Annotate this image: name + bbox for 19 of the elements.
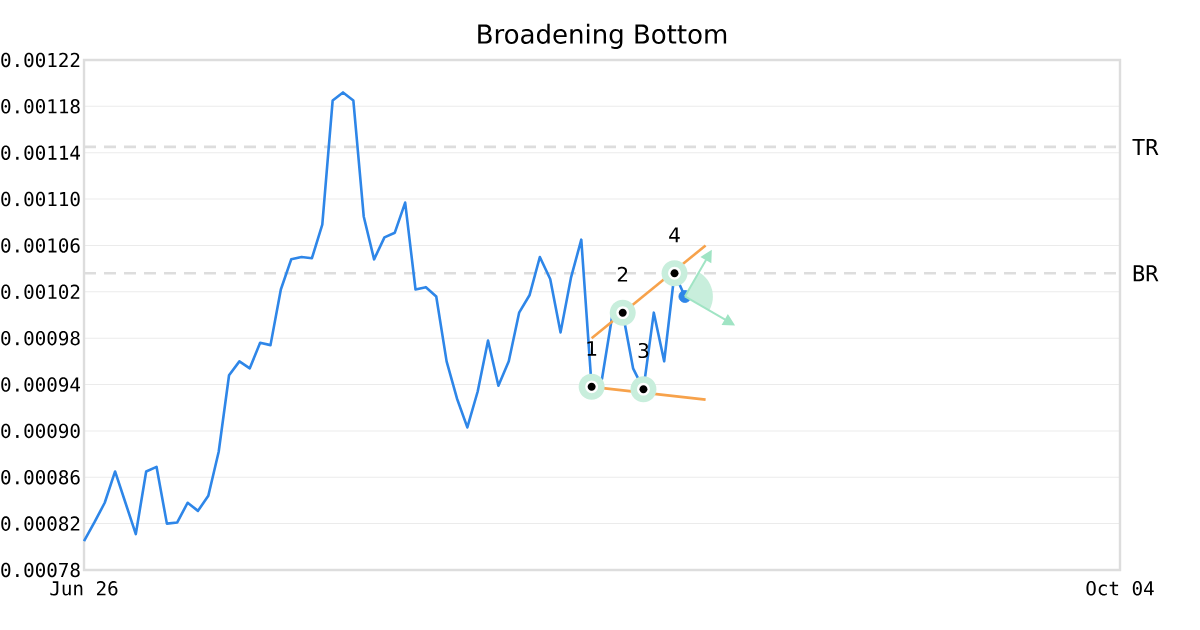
- chart-title: Broadening Bottom: [478, 23, 727, 49]
- ref-line-label: TR: [1132, 138, 1159, 155]
- y-tick-label: 0.00122: [1, 52, 80, 68]
- y-tick-label: 0.00102: [1, 284, 80, 300]
- y-tick-label: 0.00078: [1, 562, 80, 578]
- y-tick-label: 0.00094: [1, 377, 81, 392]
- y-tick-label: 0.00090: [1, 423, 80, 439]
- y-tick-label: 0.00114: [1, 145, 81, 160]
- annotation: 4: [669, 227, 680, 243]
- y-tick-label: 0.00118: [1, 99, 80, 114]
- y-tick-label: 0.00106: [1, 238, 80, 253]
- x-tick-label: Jun 26: [50, 581, 118, 596]
- x-tick-label: Oct 04: [1086, 581, 1154, 596]
- annotation: 2: [617, 266, 628, 282]
- y-tick-label: 0.00098: [1, 330, 80, 346]
- y-tick-label: 0.00082: [1, 516, 80, 531]
- y-tick-label: 0.00086: [1, 470, 80, 485]
- y-tick-label: 0.00110: [1, 191, 80, 207]
- ref-line-label: BR: [1133, 265, 1159, 282]
